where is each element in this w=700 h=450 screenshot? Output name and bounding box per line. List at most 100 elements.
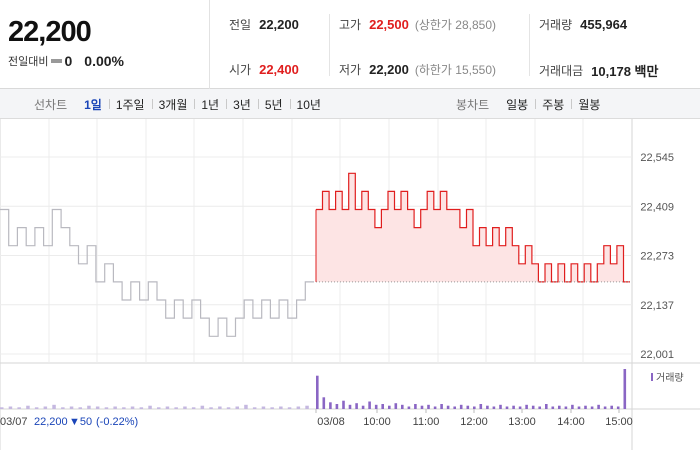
volume-bar-prev — [165, 406, 170, 409]
stat-amount: 거래대금 10,178 백만 — [539, 61, 658, 80]
volume-bar-today — [466, 405, 470, 409]
stat-value: 22,200 — [259, 17, 299, 32]
stat-volume: 거래량 455,964 — [539, 16, 627, 33]
intraday-chart: 22,545 22,409 22,273 22,137 22,001 거래량 03/08… — [0, 119, 700, 450]
stat-label: 거래량 — [539, 18, 573, 32]
tab-5year[interactable]: 5년 — [257, 96, 290, 113]
change-row: 전일대비 0 0.00% — [8, 53, 124, 69]
x-tick-label: 15:00 — [605, 416, 633, 428]
tab-1day[interactable]: 1일 — [84, 97, 102, 112]
stat-prev-close: 전일 22,200 — [229, 16, 299, 33]
stat-value: 455,964 — [580, 17, 628, 32]
volume-bar-prev — [279, 406, 283, 409]
volume-bar-prev — [148, 405, 152, 409]
volume-bar-prev — [122, 407, 126, 409]
stat-label: 저가 — [339, 63, 362, 77]
stats-panel: 전일 22,200 고가 22,500 (상한가 28,850) 거래량 455… — [211, 0, 700, 89]
x-tick-label: 13:00 — [508, 416, 536, 428]
volume-bar-today — [486, 405, 489, 409]
tab-1week[interactable]: 1주일 — [108, 96, 152, 113]
candle-chart-tabs: 봉차트 일봉 주봉 월봉 — [456, 89, 607, 119]
volume-bar-today — [322, 397, 326, 409]
volume-bar-today — [623, 369, 627, 409]
volume-bar-today — [368, 401, 371, 409]
volume-bar-today — [342, 400, 345, 409]
volume-bar-prev — [113, 406, 117, 409]
volume-bar-today — [558, 405, 561, 409]
tab-monthly-candle[interactable]: 월봉 — [571, 96, 607, 113]
volume-bar-today — [381, 404, 384, 409]
stat-label: 시가 — [229, 63, 252, 77]
stat-high: 고가 22,500 (상한가 28,850) — [339, 16, 496, 33]
volume-bar-today — [453, 406, 456, 409]
volume-bar-today — [545, 404, 548, 409]
volume-bar-today — [388, 405, 391, 409]
price-summary: 22,200 전일대비 0 0.00% 전일 22,200 고가 22,500 … — [0, 0, 700, 89]
volume-bar-prev — [226, 407, 231, 409]
volume-bar-today — [414, 404, 417, 409]
volume-bar-today — [361, 405, 365, 409]
volume-bar-prev — [8, 406, 13, 409]
volume-bar-prev — [34, 407, 39, 409]
volume-bar-today — [348, 404, 352, 409]
tab-weekly-candle[interactable]: 주봉 — [535, 96, 571, 113]
candle-chart-title: 봉차트 — [456, 97, 490, 112]
volume-bar-today — [512, 405, 515, 409]
volume-bar-today — [584, 405, 587, 409]
volume-bar-prev — [104, 407, 109, 409]
volume-bar-today — [610, 405, 613, 409]
volume-bar-today — [616, 406, 620, 409]
tab-1year[interactable]: 1년 — [194, 96, 226, 113]
volume-bar-prev — [235, 406, 239, 409]
volume-bar-today — [420, 405, 424, 409]
volume-bar-today — [479, 404, 483, 409]
volume-bar-today — [407, 406, 411, 409]
volume-bar-today — [473, 406, 476, 409]
volume-bar-prev — [218, 406, 222, 409]
lower-limit: (하한가 15,550) — [414, 63, 497, 77]
current-price: 22,200 — [8, 16, 92, 48]
volume-bar-prev — [261, 406, 266, 409]
prev-day-change-pct: (-0.22%) — [96, 416, 138, 428]
volume-bar-prev — [139, 407, 144, 409]
stat-label: 전일 — [229, 18, 252, 32]
volume-legend-label: 거래량 — [656, 372, 684, 384]
volume-bar-prev — [26, 405, 30, 409]
x-tick-label: 12:00 — [460, 416, 488, 428]
line-chart-title: 선차트 — [34, 97, 68, 112]
y-tick-label: 22,001 — [640, 349, 674, 361]
chart-canvas: 22,545 22,409 22,273 22,137 22,001 거래량 03/08… — [0, 119, 700, 450]
volume-bar-today — [335, 404, 339, 409]
stat-value: 22,200 — [369, 62, 409, 77]
volume-bar-today — [505, 406, 509, 409]
volume-bar-prev — [174, 407, 178, 409]
volume-bar-today — [316, 375, 319, 409]
tab-daily-candle[interactable]: 일봉 — [506, 97, 529, 112]
volume-bar-today — [499, 404, 502, 409]
volume-bar-prev — [209, 407, 213, 409]
divider — [529, 14, 530, 76]
stat-label: 거래대금 — [539, 64, 584, 78]
volume-bar-today — [492, 406, 496, 409]
tab-3year[interactable]: 3년 — [226, 96, 258, 113]
volume-bar-today — [401, 404, 404, 409]
y-tick-label: 22,273 — [640, 251, 674, 263]
stat-open: 시가 22,400 — [229, 61, 299, 78]
volume-bar-prev — [87, 405, 91, 409]
volume-bar-prev — [183, 406, 187, 409]
volume-bar-prev — [287, 407, 292, 409]
tab-10year[interactable]: 10년 — [289, 96, 328, 113]
current-price-box: 22,200 전일대비 0 0.00% — [0, 0, 210, 89]
volume-bar-prev — [305, 405, 309, 409]
volume-bar-prev — [200, 405, 205, 409]
prev-day-price: 22,200 — [34, 416, 68, 428]
volume-bar-today — [525, 404, 528, 409]
tab-3month[interactable]: 3개월 — [151, 96, 195, 113]
volume-bar-prev — [61, 407, 65, 409]
divider — [329, 14, 330, 76]
volume-legend-icon — [651, 373, 653, 381]
volume-bar-today — [459, 404, 463, 409]
y-tick-label: 22,545 — [640, 152, 674, 164]
flat-icon — [51, 59, 63, 63]
